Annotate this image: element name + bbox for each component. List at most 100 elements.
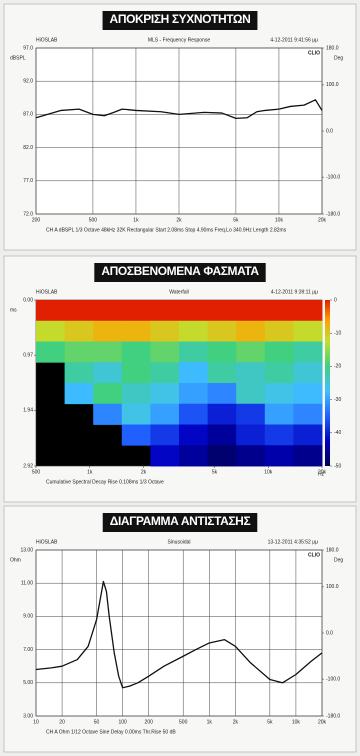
logo: CLIO [308, 552, 320, 558]
heat-cell [236, 362, 266, 384]
heat-cell [207, 341, 237, 363]
x-tick-label: 20 [59, 719, 65, 725]
heat-cell [121, 341, 151, 363]
heat-cell [64, 341, 94, 363]
y2-tick-label: 180.0 [326, 45, 339, 51]
heat-cell [179, 320, 208, 342]
panel-banner: ΔΙΑΓΡΑΜΜΑ ΑΝΤΙΣΤΑΣΗΣ [110, 514, 251, 528]
x-tick-label: 2k [176, 217, 182, 223]
heat-cell [64, 383, 94, 405]
heat-cell [207, 362, 237, 384]
heat-cell [150, 341, 180, 363]
x-tick-label: 10k [275, 217, 284, 223]
heat-cell [93, 383, 123, 405]
heat-cell [207, 403, 237, 425]
y-tick-label: 92.0 [23, 79, 33, 85]
heat-cell [64, 362, 94, 384]
heat-cell [236, 403, 266, 425]
y-axis-label: dBSPL [10, 55, 26, 61]
heat-cell [150, 320, 180, 342]
heat-cell [150, 403, 180, 425]
y-tick-label: 11.00 [21, 581, 33, 587]
x-tick-label: 10k [292, 719, 301, 725]
chart-title: MLS - Frequency Response [148, 37, 210, 43]
heat-cell [264, 383, 294, 405]
chart-title: Sinusoidal [167, 539, 190, 545]
date: 4-12-2011 9:41:56 μμ [270, 37, 318, 43]
y-tick-label: 9.00 [23, 614, 33, 620]
heat-cell [179, 300, 208, 322]
panel: ΔΙΑΓΡΑΜΜΑ ΑΝΤΙΣΤΑΣΗΣ HiOSLAB Sinusoidal 13-… [3, 505, 357, 753]
panel: ΑΠΟΣΒΕΝΟΜΕΝΑ ΦΑΣΜΑΤΑ HiOSLAB Waterfall 4-12… [3, 255, 357, 503]
heat-cell [236, 300, 266, 322]
heat-cell [150, 300, 180, 322]
y-tick-label: 72.0 [23, 211, 33, 217]
heat-cell [121, 383, 151, 405]
x-tick-label: 100 [118, 719, 127, 725]
y2-tick-label: 180.0 [326, 547, 339, 553]
response-line [35, 99, 323, 120]
colorbar-tick-label: 0 [334, 297, 337, 303]
heat-cell [293, 424, 323, 446]
date: 4-12-2011 9:39:11 μμ [271, 289, 318, 295]
date: 13-12-2011 4:35:52 μμ [268, 539, 319, 545]
heat-cell [179, 403, 208, 425]
x-tick-label: 2k [233, 719, 239, 725]
heat-cell [179, 424, 208, 446]
x-tick-label: 50 [94, 719, 100, 725]
x-tick-label: 10k [264, 469, 273, 475]
heat-cell [264, 445, 294, 467]
heat-cell [179, 362, 208, 384]
panel-banner: ΑΠΟΣΒΕΝΟΜΕΝΑ ΦΑΣΜΑΤΑ [101, 264, 259, 278]
heat-cell [293, 403, 323, 425]
heat-cell [121, 300, 151, 322]
y-tick-label: 97.0 [23, 45, 33, 51]
chart-title: Waterfall [169, 289, 189, 295]
x-unit: Hz [318, 471, 325, 477]
y2-axis-label: Deg [334, 55, 343, 61]
y2-tick-label: -100.0 [326, 676, 340, 682]
y2-tick-label: 0.0 [326, 630, 333, 636]
heat-cell [264, 341, 294, 363]
heat-cell [64, 300, 94, 322]
y-tick-label: 1.94 [23, 408, 33, 414]
heat-cell [179, 341, 208, 363]
y2-tick-label: 0.0 [326, 128, 333, 134]
heat-cell [236, 341, 266, 363]
y2-tick-label: 100.0 [326, 584, 339, 590]
y-tick-label: 3.00 [23, 713, 33, 719]
y-tick-label: 0.00 [23, 297, 33, 303]
heat-cell [264, 424, 294, 446]
y2-tick-label: 100.0 [326, 82, 339, 88]
heat-cell [293, 362, 323, 384]
y-tick-label: 77.0 [23, 178, 33, 184]
y2-tick-label: -180.0 [326, 713, 340, 719]
banner-bar [94, 263, 266, 282]
heat-cell [236, 424, 266, 446]
heat-cell [121, 362, 151, 384]
x-tick-label: 500 [179, 719, 188, 725]
heat-cell [150, 424, 180, 446]
heat-cell [264, 320, 294, 342]
heat-cell [36, 320, 65, 342]
y-axis-label: Ohm [10, 557, 21, 563]
brand: HiOSLAB [36, 37, 58, 43]
colorbar [325, 300, 330, 466]
panel: ΑΠΟΚΡΙΣΗ ΣΥΧΝΟΤΗΤΩΝ HiOSLAB MLS - Frequenc… [3, 3, 357, 251]
y2-axis-label: Deg [334, 557, 343, 563]
x-tick-label: 500 [89, 217, 98, 223]
heat-cell [236, 320, 266, 342]
heat-cell [93, 403, 123, 425]
heat-cell [36, 300, 65, 322]
heat-cell [207, 320, 237, 342]
heat-cell [207, 383, 237, 405]
colorbar-tick-label: -50 [334, 463, 341, 469]
brand: HiOSLAB [36, 539, 58, 545]
y-tick-label: 87.0 [23, 112, 33, 118]
x-tick-label: 1k [133, 217, 139, 223]
heat-cell [93, 300, 123, 322]
y-tick-label: 82.0 [23, 145, 33, 151]
footer: Cumulative Spectral Decay Rise 0.108ms 1… [46, 479, 164, 485]
heat-cell [93, 320, 123, 342]
